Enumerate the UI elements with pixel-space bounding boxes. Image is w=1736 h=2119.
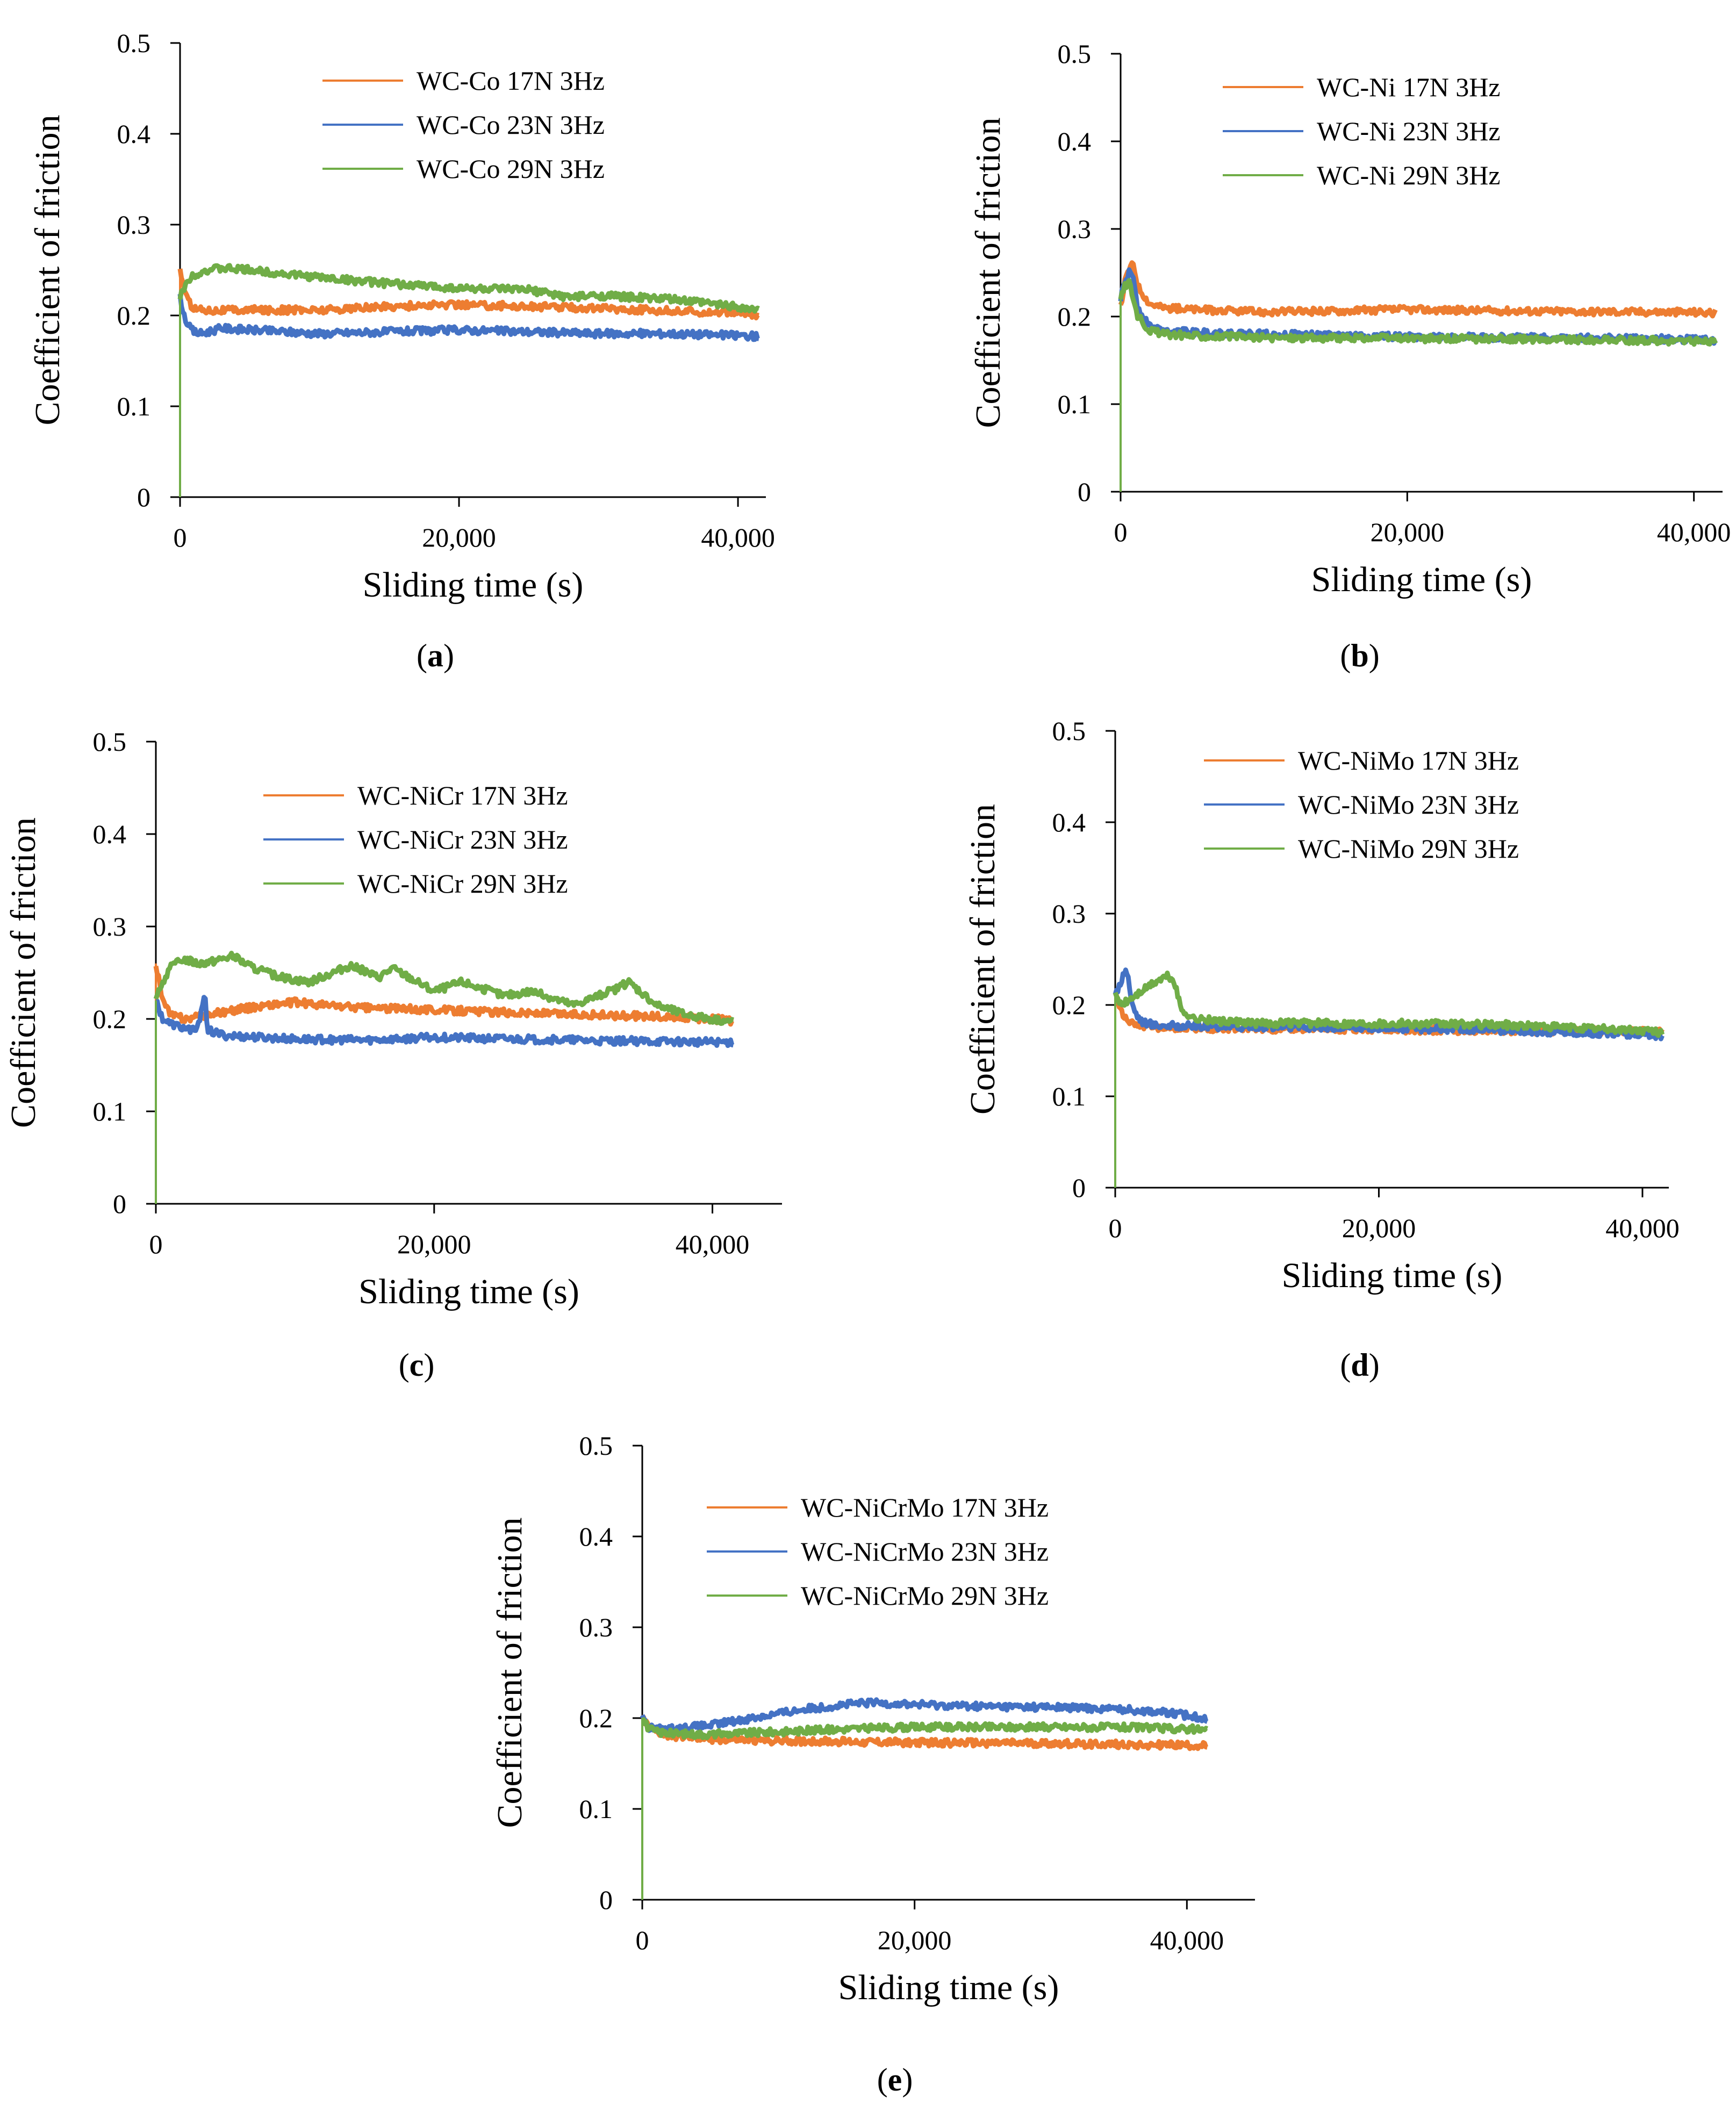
y-axis-label: Coefficient of friction xyxy=(969,118,1008,428)
y-tick-label: 0.4 xyxy=(117,119,151,149)
y-tick-label: 0.3 xyxy=(579,1612,613,1642)
y-tick-label: 0 xyxy=(113,1189,126,1219)
x-tick-label: 40,000 xyxy=(676,1229,750,1259)
chart-panel-d: 0 0.1 0.2 0.3 0.4 0.5 0 20,000 40,000 Sliding tim… xyxy=(963,716,1680,1383)
y-axis-label: Coefficient of friction xyxy=(490,1518,529,1828)
series-line-1 xyxy=(1118,260,1718,319)
legend-label: WC-NiCrMo 23N 3Hz xyxy=(801,1536,1049,1567)
series-line-1 xyxy=(641,1714,1209,1751)
x-axis-label: Sliding time (s) xyxy=(1311,560,1532,599)
series-line-1 xyxy=(153,965,735,1027)
series-line-3 xyxy=(177,263,760,314)
x-tick-label: 0 xyxy=(174,522,187,552)
legend-label: WC-NiMo 29N 3Hz xyxy=(1298,834,1519,864)
panel-caption: (e) xyxy=(877,2062,913,2098)
legend-label: WC-Ni 17N 3Hz xyxy=(1317,72,1501,102)
y-tick-label: 0.5 xyxy=(579,1431,613,1461)
y-tick-label: 0 xyxy=(1072,1173,1086,1203)
series-line-3 xyxy=(153,951,735,1026)
x-tick-label: 20,000 xyxy=(1371,517,1445,547)
y-tick-label: 0.5 xyxy=(1058,39,1092,69)
series-line-1 xyxy=(177,268,760,321)
x-tick-label: 40,000 xyxy=(1150,1925,1224,1955)
chart-panel-a: 0 0.1 0.2 0.3 0.4 0.5 0 20,000 40,000 Sliding tim… xyxy=(28,28,775,673)
y-tick-label: 0.2 xyxy=(93,1004,127,1034)
y-tick-label: 0.3 xyxy=(93,911,127,942)
y-axis-label: Coefficient of friction xyxy=(963,804,1002,1115)
y-tick-label: 0.4 xyxy=(1052,807,1086,837)
x-tick-label: 0 xyxy=(1114,517,1128,547)
y-axis-label: Coefficient of friction xyxy=(4,817,43,1128)
legend-label: WC-NiMo 23N 3Hz xyxy=(1298,789,1519,820)
legend-label: WC-NiMo 17N 3Hz xyxy=(1298,745,1519,775)
y-tick-label: 0.4 xyxy=(93,819,127,849)
series-line-2 xyxy=(155,995,735,1048)
legend-label: WC-Ni 23N 3Hz xyxy=(1317,116,1501,146)
x-axis-label: Sliding time (s) xyxy=(1282,1256,1503,1295)
y-tick-label: 0.5 xyxy=(1052,716,1086,746)
panel-caption: (c) xyxy=(399,1347,435,1383)
x-tick-label: 20,000 xyxy=(1342,1213,1416,1243)
x-tick-label: 40,000 xyxy=(701,522,775,552)
y-tick-label: 0.5 xyxy=(93,727,127,757)
y-tick-label: 0.1 xyxy=(93,1096,127,1126)
y-tick-label: 0.5 xyxy=(117,28,151,58)
x-tick-label: 40,000 xyxy=(1657,517,1731,547)
y-tick-label: 0.1 xyxy=(1052,1081,1086,1111)
y-tick-label: 0.3 xyxy=(1058,214,1092,244)
x-tick-label: 20,000 xyxy=(397,1229,471,1259)
y-tick-label: 0.2 xyxy=(579,1703,613,1733)
legend-label: WC-NiCrMo 17N 3Hz xyxy=(801,1492,1049,1522)
x-axis-label: Sliding time (s) xyxy=(838,1968,1059,2007)
x-axis-label: Sliding time (s) xyxy=(363,565,584,605)
x-tick-label: 20,000 xyxy=(878,1925,952,1955)
y-tick-label: 0.4 xyxy=(579,1521,613,1551)
y-tick-label: 0 xyxy=(137,482,150,512)
y-tick-label: 0.1 xyxy=(117,391,151,421)
series-line-2 xyxy=(640,1697,1209,1735)
x-tick-label: 0 xyxy=(149,1229,163,1259)
legend-label: WC-NiCr 23N 3Hz xyxy=(357,824,568,854)
legend-label: WC-NiCr 29N 3Hz xyxy=(357,868,568,899)
panel-caption: (a) xyxy=(417,638,454,673)
legend-label: WC-Co 23N 3Hz xyxy=(417,110,605,140)
y-tick-label: 0.4 xyxy=(1058,126,1092,156)
x-axis-label: Sliding time (s) xyxy=(358,1272,579,1311)
y-tick-label: 0.2 xyxy=(1052,990,1086,1020)
series-line-3 xyxy=(641,1717,1209,1741)
y-tick-label: 0.3 xyxy=(117,210,151,240)
legend-label: WC-Ni 29N 3Hz xyxy=(1317,160,1501,190)
legend-label: WC-Co 29N 3Hz xyxy=(417,154,605,184)
x-tick-label: 0 xyxy=(1109,1213,1122,1243)
series-line-3 xyxy=(1113,971,1665,1038)
panel-caption: (d) xyxy=(1340,1347,1379,1383)
chart-panel-b: 0 0.1 0.2 0.3 0.4 0.5 0 20,000 40,000 Sliding tim… xyxy=(969,39,1731,673)
legend-label: WC-NiCr 17N 3Hz xyxy=(357,780,568,810)
y-tick-label: 0.2 xyxy=(1058,301,1092,332)
y-tick-label: 0.1 xyxy=(1058,389,1092,419)
chart-panel-e: 0 0.1 0.2 0.3 0.4 0.5 0 20,000 40,000 Sliding tim… xyxy=(490,1431,1255,2098)
panel-caption: (b) xyxy=(1340,638,1379,673)
y-tick-label: 0 xyxy=(599,1885,613,1915)
series-line-3 xyxy=(1118,278,1718,347)
x-tick-label: 20,000 xyxy=(422,522,496,552)
x-tick-label: 40,000 xyxy=(1605,1213,1680,1243)
legend-label: WC-NiCrMo 29N 3Hz xyxy=(801,1581,1049,1611)
y-tick-label: 0 xyxy=(1078,477,1091,507)
chart-panel-c: 0 0.1 0.2 0.3 0.4 0.5 0 20,000 40,000 Sliding tim… xyxy=(4,727,782,1383)
y-tick-label: 0.1 xyxy=(579,1794,613,1824)
y-axis-label: Coefficient of friction xyxy=(28,115,67,426)
x-tick-label: 0 xyxy=(636,1925,649,1955)
series-line-2 xyxy=(177,293,760,342)
legend-label: WC-Co 17N 3Hz xyxy=(417,66,605,96)
y-tick-label: 0.2 xyxy=(117,300,151,331)
y-tick-label: 0.3 xyxy=(1052,899,1086,929)
